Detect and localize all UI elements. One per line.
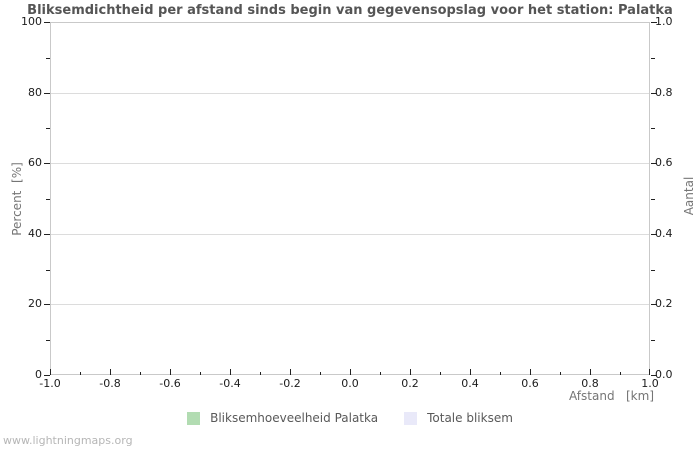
plot-area — [50, 22, 650, 375]
left-tick-minor — [46, 270, 50, 271]
x-tick-minor — [260, 372, 261, 375]
gridline-60 — [51, 163, 649, 164]
x-tick-label: -0.6 — [159, 377, 181, 390]
x-tick-major — [290, 369, 291, 375]
right-tick-label: 0.0 — [655, 368, 673, 381]
x-tick-label: -0.2 — [279, 377, 301, 390]
left-tick-major — [44, 163, 50, 164]
x-tick-label: 0.0 — [341, 377, 359, 390]
x-tick-minor — [200, 372, 201, 375]
gridline-40 — [51, 234, 649, 235]
left-tick-label: 100 — [21, 15, 42, 28]
left-tick-major — [44, 375, 50, 376]
left-tick-label: 20 — [28, 297, 42, 310]
legend-item-station: Bliksemhoeveelheid Palatka — [187, 411, 378, 425]
right-tick-label: 0.2 — [655, 297, 673, 310]
right-tick-major — [651, 22, 657, 23]
right-tick-label: 0.8 — [655, 86, 673, 99]
x-tick-major — [649, 369, 650, 375]
right-tick-label: 1.0 — [655, 15, 673, 28]
right-tick-label: 0.4 — [655, 227, 673, 240]
right-tick-label: 0.6 — [655, 156, 673, 169]
gridline-20 — [51, 304, 649, 305]
left-tick-label: 0 — [35, 368, 42, 381]
right-tick-major — [651, 93, 657, 94]
right-tick-minor — [651, 340, 655, 341]
right-tick-major — [651, 163, 657, 164]
x-tick-minor — [80, 372, 81, 375]
x-tick-label: -0.4 — [219, 377, 241, 390]
gridline-80 — [51, 93, 649, 94]
legend-swatch-total — [404, 411, 418, 425]
x-tick-label: -1.0 — [39, 377, 61, 390]
left-tick-minor — [46, 58, 50, 59]
left-tick-major — [44, 304, 50, 305]
x-tick-minor — [560, 372, 561, 375]
x-tick-major — [530, 369, 531, 375]
right-tick-minor — [651, 270, 655, 271]
x-tick-major — [350, 369, 351, 375]
x-tick-label: 1.0 — [641, 377, 659, 390]
x-tick-major — [590, 369, 591, 375]
legend-swatch-station — [187, 411, 201, 425]
left-tick-minor — [46, 128, 50, 129]
left-tick-major — [44, 22, 50, 23]
left-tick-minor — [46, 199, 50, 200]
left-axis-label: Percent [%] — [10, 162, 24, 236]
left-tick-major — [44, 234, 50, 235]
x-tick-major — [470, 369, 471, 375]
left-tick-label: 80 — [28, 86, 42, 99]
right-tick-major — [651, 304, 657, 305]
x-tick-major — [50, 369, 51, 375]
x-tick-minor — [500, 372, 501, 375]
x-axis-label: Afstand [km] — [569, 389, 654, 403]
right-tick-minor — [651, 199, 655, 200]
x-tick-label: -0.8 — [99, 377, 121, 390]
x-tick-major — [410, 369, 411, 375]
left-tick-major — [44, 93, 50, 94]
legend-item-total: Totale bliksem — [404, 411, 513, 425]
x-tick-minor — [440, 372, 441, 375]
x-tick-major — [230, 369, 231, 375]
left-tick-label: 60 — [28, 156, 42, 169]
right-axis-label: Aantal — [682, 176, 696, 216]
left-tick-minor — [46, 340, 50, 341]
x-tick-minor — [620, 372, 621, 375]
x-tick-label: 0.2 — [401, 377, 419, 390]
right-tick-major — [651, 375, 657, 376]
legend-label-total: Totale bliksem — [427, 411, 513, 425]
legend: Bliksemhoeveelheid Palatka Totale blikse… — [0, 411, 700, 425]
right-tick-minor — [651, 128, 655, 129]
right-tick-major — [651, 234, 657, 235]
x-tick-minor — [140, 372, 141, 375]
x-tick-label: 0.4 — [461, 377, 479, 390]
x-tick-minor — [320, 372, 321, 375]
watermark: www.lightningmaps.org — [3, 434, 133, 447]
left-tick-label: 40 — [28, 227, 42, 240]
x-tick-label: 0.8 — [581, 377, 599, 390]
right-tick-minor — [651, 58, 655, 59]
x-tick-major — [110, 369, 111, 375]
x-tick-label: 0.6 — [521, 377, 539, 390]
chart-title: Bliksemdichtheid per afstand sinds begin… — [27, 3, 673, 18]
x-tick-minor — [380, 372, 381, 375]
legend-label-station: Bliksemhoeveelheid Palatka — [210, 411, 379, 425]
x-tick-major — [170, 369, 171, 375]
